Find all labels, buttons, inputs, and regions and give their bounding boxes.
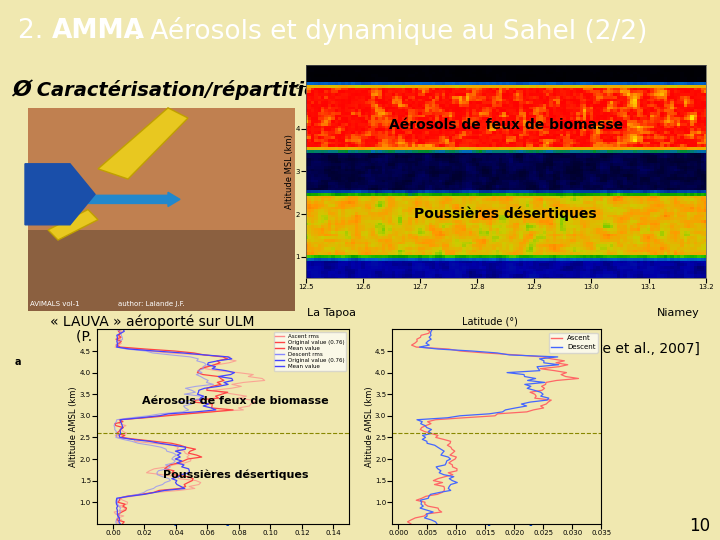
Text: Niamey: Niamey — [657, 308, 700, 318]
Legend: Ascent rms, Original value (0.76), Mean value, Descent rms, Original value (0.76: Ascent rms, Original value (0.76), Mean … — [274, 332, 346, 371]
Text: AVIMALS vol-1: AVIMALS vol-1 — [30, 301, 80, 307]
Text: 10: 10 — [689, 517, 710, 535]
Text: (P. Chazette, J. Sanak): (P. Chazette, J. Sanak) — [76, 329, 228, 343]
Text: Ø: Ø — [12, 80, 31, 100]
Polygon shape — [98, 108, 188, 179]
Text: [Chazette et al., 2007]: [Chazette et al., 2007] — [543, 342, 700, 356]
Text: BER (sr-1): BER (sr-1) — [443, 510, 537, 528]
Legend: Ascent, Descent: Ascent, Descent — [549, 333, 598, 353]
Bar — [28, 108, 295, 230]
Text: Latitude (°): Latitude (°) — [462, 316, 518, 326]
Y-axis label: Altitude AMSL (km): Altitude AMSL (km) — [364, 386, 374, 467]
Polygon shape — [48, 210, 98, 240]
FancyArrow shape — [88, 192, 180, 206]
Y-axis label: Altitude AMSL (km): Altitude AMSL (km) — [69, 386, 78, 467]
Text: Poussières désertiques: Poussières désertiques — [163, 470, 309, 481]
Text: Poussières désertiques: Poussières désertiques — [415, 207, 597, 221]
Text: b: b — [310, 357, 317, 367]
Polygon shape — [25, 164, 95, 225]
Y-axis label: Altitude MSL (km): Altitude MSL (km) — [285, 134, 294, 209]
Text: author: Lalande J.F.: author: Lalande J.F. — [118, 301, 185, 307]
Text: : Aérosols et dynamique au Sahel (2/2): : Aérosols et dynamique au Sahel (2/2) — [133, 17, 647, 45]
Text: Aérosols de feux de biomasse: Aérosols de feux de biomasse — [143, 396, 329, 406]
Text: « LAUVA » aéroporté sur ULM: « LAUVA » aéroporté sur ULM — [50, 314, 254, 329]
Text: Caractérisation/répartition verticale de couches d’aérosols: Caractérisation/répartition verticale de… — [30, 80, 685, 100]
Text: Aérosols de feux de biomasse: Aérosols de feux de biomasse — [389, 118, 623, 132]
Text: a: a — [15, 357, 22, 367]
Bar — [28, 108, 295, 311]
Text: 2.: 2. — [18, 18, 52, 44]
Text: AMMA: AMMA — [52, 18, 145, 44]
Text: La Tapoa: La Tapoa — [307, 308, 356, 318]
Text: α (km-1): α (km-1) — [156, 510, 235, 528]
